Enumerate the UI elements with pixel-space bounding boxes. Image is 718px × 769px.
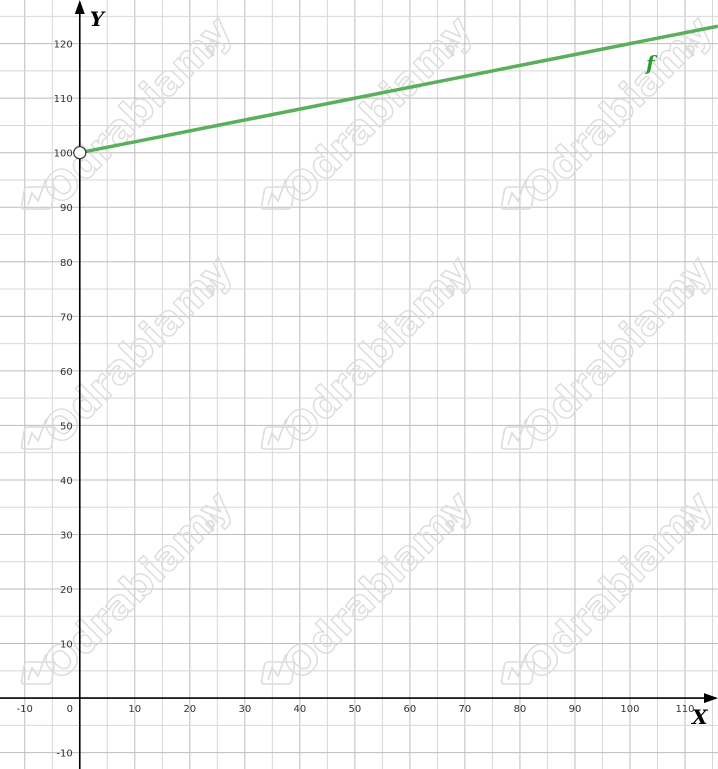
y-tick-label: -10 [56, 749, 72, 760]
y-tick-label: 20 [60, 585, 73, 596]
open-endpoint-marker [73, 146, 87, 160]
x-tick-label: 0 [67, 704, 73, 715]
x-axis-title: X [690, 705, 709, 729]
x-tick-label: 40 [293, 704, 306, 715]
y-tick-label: 110 [54, 94, 73, 105]
tick-labels: -10 0 10 20 30 40 50 60 70 80 90 100 110 -10 10 20 30 40 5… [17, 40, 695, 760]
series-label: f [644, 51, 658, 75]
y-axis-title: Y [90, 7, 106, 31]
y-tick-label: 80 [60, 258, 73, 269]
y-tick-label: 40 [60, 476, 73, 487]
y-tick-label: 90 [60, 203, 73, 214]
x-axis-arrow-icon [704, 693, 718, 704]
odrabiamy-logo-icon [260, 418, 296, 450]
x-tick-label: 100 [620, 704, 639, 715]
y-axis-arrow-icon [74, 0, 85, 14]
x-tick-label: 80 [514, 704, 527, 715]
watermark-text: Odrabiamy [515, 247, 718, 454]
odrabiamy-logo-icon [260, 178, 296, 210]
y-tick-label: 120 [54, 40, 73, 51]
x-tick-label: 50 [349, 704, 362, 715]
odrabiamy-logo-icon [500, 178, 536, 210]
y-tick-label: 50 [60, 421, 73, 432]
odrabiamy-logo-icon [260, 653, 296, 685]
watermark-text: Odrabiamy [515, 482, 718, 689]
odrabiamy-logo-icon [500, 653, 536, 685]
x-tick-label: 60 [404, 704, 417, 715]
x-tick-label: 70 [459, 704, 472, 715]
y-tick-label: 70 [60, 312, 73, 323]
odrabiamy-logo-icon [20, 653, 56, 685]
x-tick-label: -10 [17, 704, 33, 715]
y-tick-label: 10 [60, 640, 73, 651]
odrabiamy-logo-icon [20, 178, 56, 210]
odrabiamy-logo-icon [500, 418, 536, 450]
x-tick-label: 20 [183, 704, 196, 715]
odrabiamy-logo-icon [20, 418, 56, 450]
y-tick-label: 100 [54, 149, 73, 160]
watermark-text: Odrabiamy [515, 7, 718, 214]
x-tick-label: 30 [238, 704, 251, 715]
y-tick-label: 60 [60, 367, 73, 378]
series-line [79, 24, 718, 155]
x-tick-label: 90 [569, 704, 582, 715]
x-tick-label: 110 [675, 704, 694, 715]
y-tick-label: 30 [60, 530, 73, 541]
series-layer: f [73, 24, 718, 160]
x-tick-label: 10 [128, 704, 141, 715]
